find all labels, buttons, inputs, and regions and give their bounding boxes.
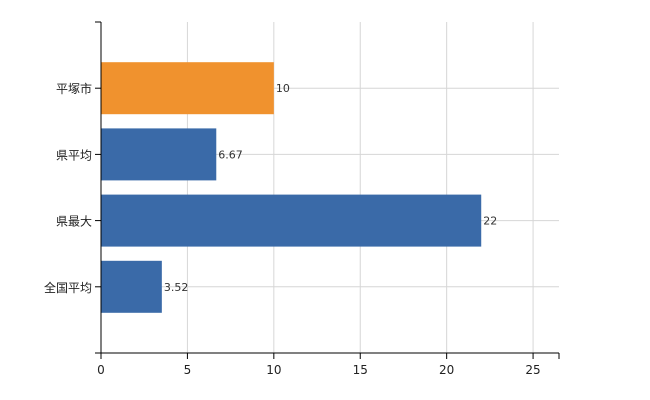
bar: [101, 260, 162, 313]
axes: [95, 21, 560, 359]
x-tick-label: 0: [97, 363, 105, 377]
category-label: 県平均: [56, 148, 92, 162]
data-label: 10: [276, 82, 290, 95]
data-label: 22: [483, 215, 497, 228]
bars: [101, 62, 482, 313]
data-label: 3.52: [164, 281, 189, 294]
x-tick-label: 20: [439, 363, 454, 377]
category-label: 平塚市: [56, 81, 92, 96]
category-label: 全国平均: [44, 280, 92, 295]
x-tick-label: 15: [353, 363, 368, 377]
data-label: 6.67: [218, 148, 243, 161]
x-tick-label: 10: [266, 363, 281, 377]
bar: [101, 194, 482, 247]
bar: [101, 62, 274, 115]
x-tick-label: 5: [184, 363, 192, 377]
x-tick-label: 25: [525, 363, 540, 377]
bar: [101, 128, 217, 181]
category-label: 県最大: [56, 215, 92, 229]
